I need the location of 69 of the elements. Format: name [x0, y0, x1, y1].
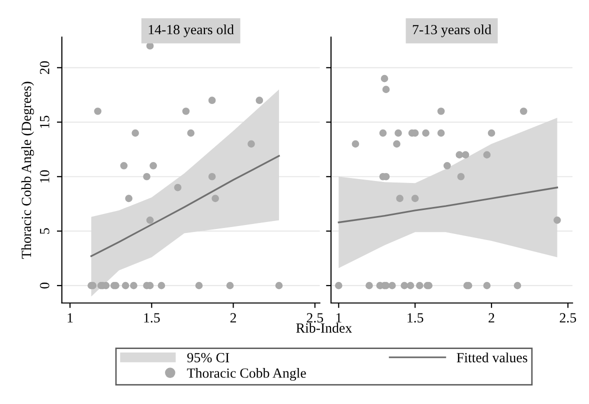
point — [554, 216, 561, 224]
y-tick-label: 5 — [40, 228, 50, 234]
line-series — [90, 155, 280, 257]
point — [226, 282, 234, 290]
point — [94, 108, 102, 115]
point — [437, 129, 445, 137]
y-tick-label: 10 — [40, 170, 50, 182]
point — [275, 282, 283, 290]
x-tick-label: 1 — [68, 313, 73, 322]
point — [394, 129, 402, 137]
point — [444, 162, 451, 170]
point — [483, 282, 491, 290]
point — [130, 282, 138, 290]
point — [393, 140, 400, 148]
point — [400, 282, 408, 290]
point — [174, 184, 182, 192]
point — [120, 162, 128, 170]
point — [416, 282, 424, 290]
point — [146, 216, 154, 224]
point — [334, 282, 342, 290]
x-tick-label: 2.5 — [560, 313, 576, 323]
point — [520, 108, 528, 115]
x-tick-label: 1 — [336, 313, 342, 322]
point — [406, 282, 414, 290]
point — [457, 172, 465, 180]
point — [462, 151, 470, 159]
text: 95% CI — [187, 352, 230, 362]
point — [380, 74, 388, 82]
legend-label: Thoracic Cobb Angle — [187, 368, 306, 381]
point — [248, 140, 255, 148]
point — [396, 194, 404, 202]
point — [182, 108, 190, 115]
x-tick-label: 1.5 — [144, 313, 160, 323]
point — [483, 151, 491, 159]
point — [208, 96, 216, 104]
chart-title: 14-18 years old — [148, 24, 234, 38]
point — [132, 129, 139, 137]
point — [150, 162, 157, 170]
point — [456, 151, 464, 159]
point — [422, 129, 430, 137]
point — [411, 194, 419, 202]
point — [437, 108, 445, 115]
point — [187, 129, 195, 137]
x-tick-label: 2 — [230, 313, 236, 322]
point — [379, 129, 387, 137]
y-tick-label: 0 — [40, 282, 50, 289]
y-tick-label: 20 — [40, 61, 50, 74]
point — [488, 129, 496, 137]
x-tick-label: 2.5 — [306, 313, 324, 323]
y-tick-label: 15 — [40, 116, 50, 128]
point — [366, 282, 373, 290]
point — [382, 86, 390, 94]
x-tick-label: 1.5 — [408, 313, 424, 323]
x-tick-label: 2 — [488, 313, 494, 322]
point — [143, 172, 150, 180]
point — [122, 282, 130, 290]
point — [388, 282, 396, 290]
point — [208, 172, 216, 180]
point — [256, 96, 264, 104]
point — [514, 282, 522, 290]
point — [195, 282, 203, 290]
point — [158, 282, 166, 290]
point — [212, 194, 220, 202]
y-axis-title: Thoracic Cobb Angle (Degrees) — [21, 82, 34, 259]
point — [352, 140, 360, 148]
point — [125, 194, 132, 202]
chart-title: 7-13 years old — [412, 24, 492, 38]
legend-label: Fitted values — [456, 352, 528, 362]
x-axis-title: Rib-Index — [296, 322, 352, 333]
